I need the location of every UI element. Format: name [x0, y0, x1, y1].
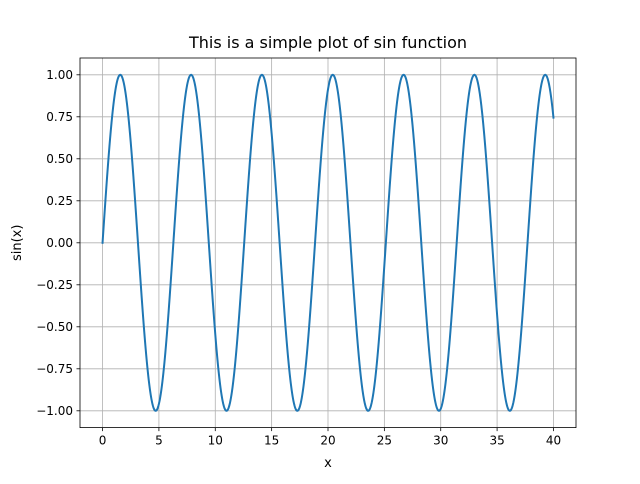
grid: [80, 58, 576, 428]
x-axis-ticks: 0 5 10 15 20 25 30 35 40: [99, 427, 561, 448]
x-tick-label: 10: [208, 434, 223, 448]
x-tick-label: 5: [155, 434, 163, 448]
x-tick-label: 30: [433, 434, 448, 448]
y-tick-label: −0.75: [36, 362, 73, 376]
x-tick-label: 0: [99, 434, 107, 448]
sin-series-line: [101, 73, 555, 412]
y-tick-label: 0.50: [46, 152, 73, 166]
y-axis-label: sin(x): [10, 225, 25, 261]
y-tick-label: −1.00: [36, 404, 73, 418]
y-tick-label: −0.25: [36, 278, 73, 292]
x-tick-label: 25: [377, 434, 392, 448]
x-tick-label: 20: [320, 434, 335, 448]
x-tick-label: 40: [546, 434, 561, 448]
y-tick-label: 0.00: [46, 236, 73, 250]
y-tick-label: −0.50: [36, 320, 73, 334]
chart-title: This is a simple plot of sin function: [188, 33, 467, 52]
plot-area: [101, 73, 555, 412]
x-tick-label: 15: [264, 434, 279, 448]
y-tick-label: 0.25: [46, 194, 73, 208]
y-axis-ticks: −1.00 −0.75 −0.50 −0.25 0.00 0.25 0.50 0.75 1.00: [36, 68, 80, 418]
y-tick-label: 0.75: [46, 110, 73, 124]
x-axis-label: x: [324, 456, 332, 471]
x-tick-label: 35: [489, 434, 504, 448]
y-tick-label: 1.00: [46, 68, 73, 82]
